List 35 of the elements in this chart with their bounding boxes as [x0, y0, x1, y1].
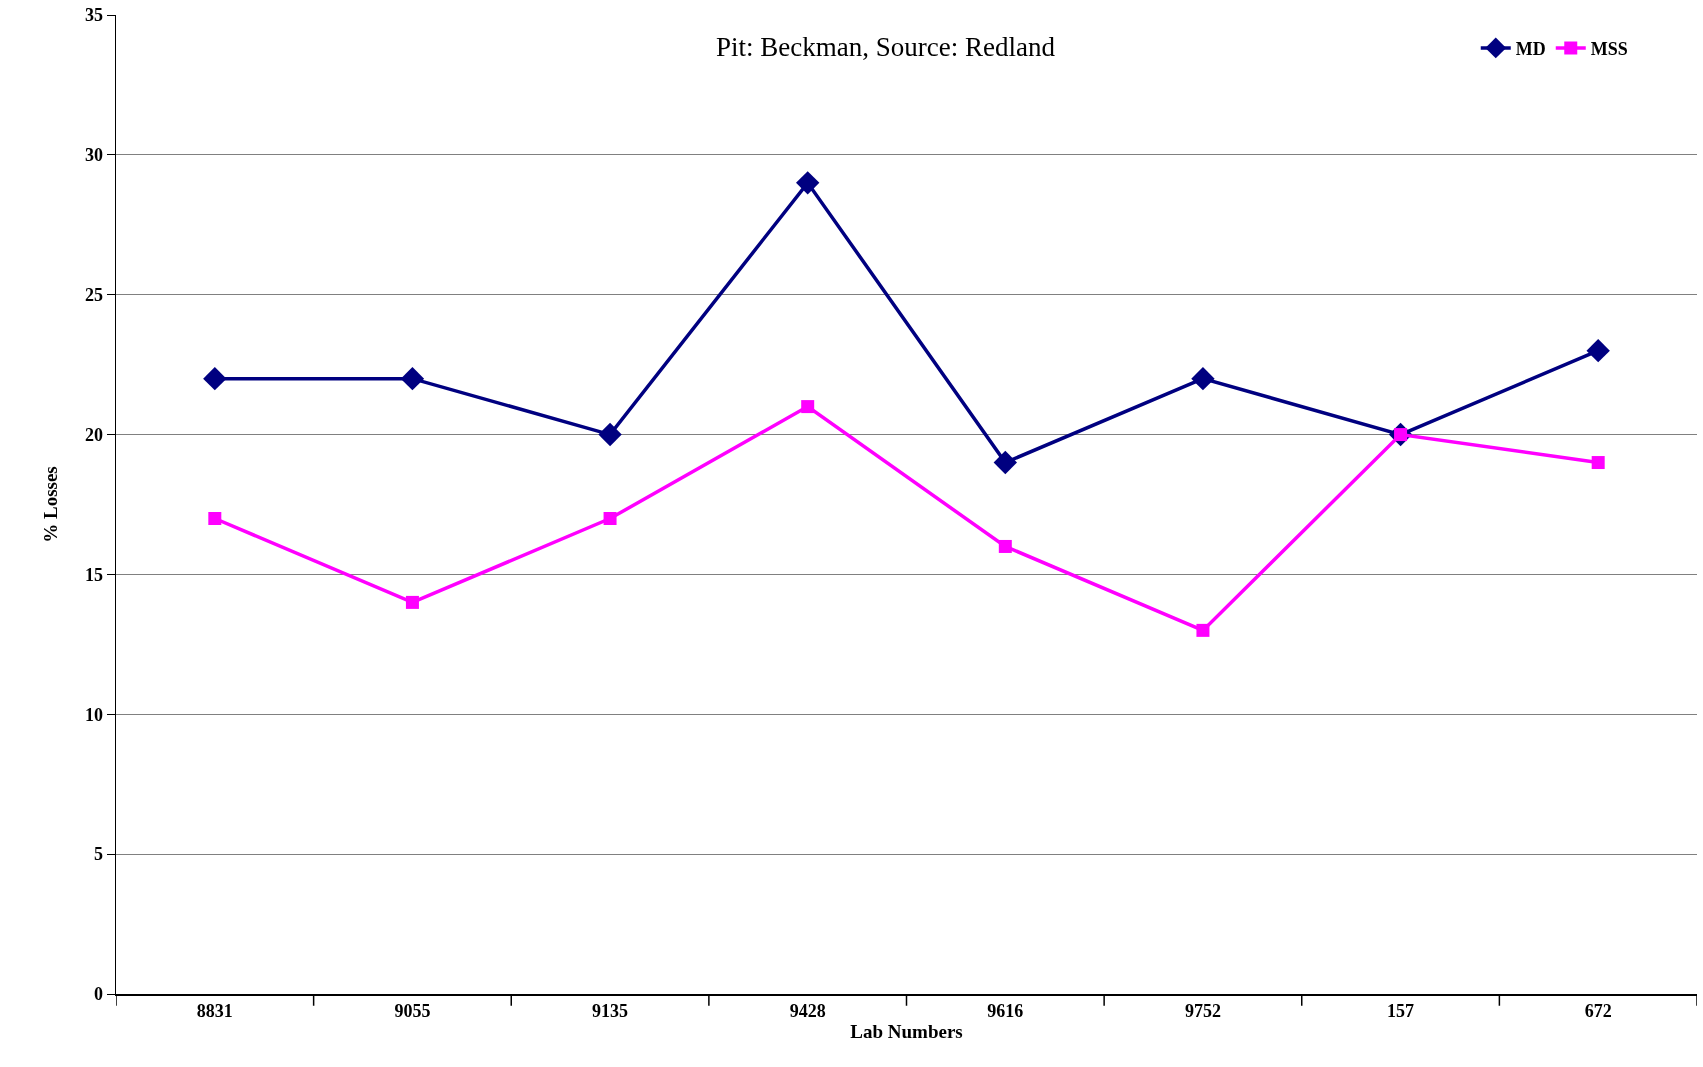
- point: [998, 539, 1012, 553]
- y-tick-label: 15: [84, 564, 103, 585]
- x-tick-label: 157: [1387, 1001, 1415, 1022]
- y-tick-label: 30: [84, 145, 103, 166]
- text: Pit: Beckman, Source: Redland: [716, 32, 1056, 62]
- point: [208, 511, 222, 525]
- x-tick-label: 9752: [1184, 1001, 1221, 1022]
- x-axis-title: Lab Numbers: [850, 1020, 963, 1042]
- point: [1191, 366, 1215, 391]
- x-tick-label: 8831: [196, 1001, 233, 1022]
- x-tick-label: 9616: [987, 1001, 1024, 1022]
- point: [1586, 338, 1610, 363]
- point: [1591, 456, 1605, 470]
- x-tick-label: 9428: [789, 1001, 826, 1022]
- y-axis-title: % Losses: [40, 466, 61, 543]
- y-tick-label: 20: [84, 424, 103, 445]
- point: [993, 450, 1018, 475]
- point: [203, 366, 227, 391]
- x-tick-label: 9135: [592, 1001, 629, 1022]
- y-tick-label: 10: [84, 704, 103, 725]
- legend-label: MD: [1515, 38, 1546, 59]
- point: [400, 366, 425, 391]
- x-tick-label: 672: [1584, 1001, 1612, 1022]
- y-tick-label: 0: [93, 984, 103, 1005]
- y-tick-label: 5: [93, 844, 103, 865]
- x-tick-label: 9055: [394, 1001, 431, 1022]
- point: [1196, 623, 1210, 637]
- point: [405, 595, 419, 609]
- y-tick-label: 25: [84, 285, 103, 306]
- point: [603, 511, 617, 525]
- point: [801, 400, 815, 414]
- legend-label: MSS: [1590, 38, 1628, 59]
- y-tick-label: 35: [84, 5, 103, 26]
- point: [598, 422, 622, 447]
- point: [795, 171, 820, 195]
